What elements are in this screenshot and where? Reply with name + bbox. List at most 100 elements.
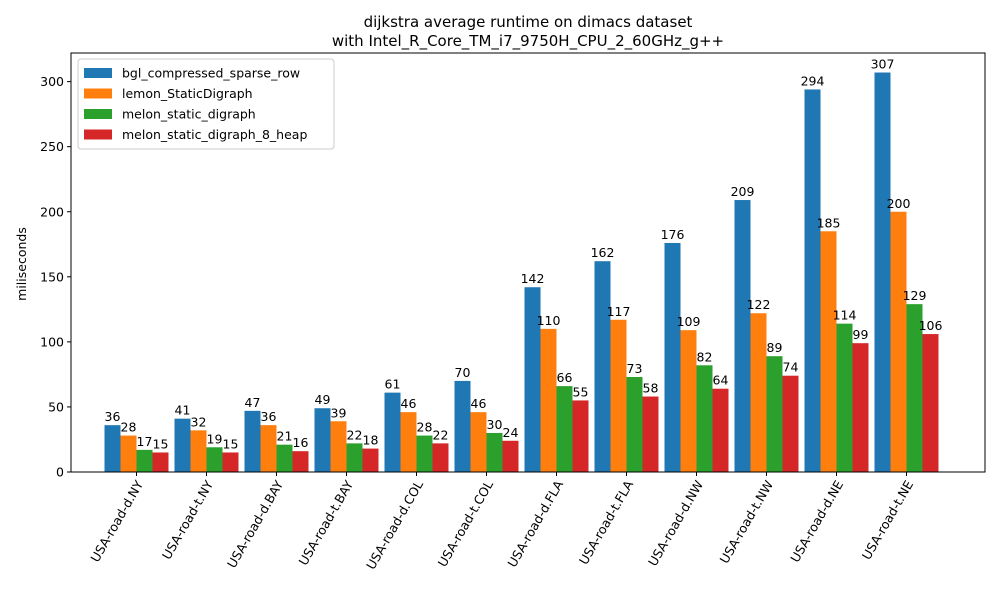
data-label: 15 xyxy=(153,436,169,451)
bars-layer xyxy=(104,72,939,473)
legend-label: lemon_StaticDigraph xyxy=(122,86,253,101)
data-label: 82 xyxy=(697,349,713,364)
bar xyxy=(362,448,379,472)
bar xyxy=(680,330,697,472)
data-label: 46 xyxy=(471,396,487,411)
x-tick-label: USA-road-t.NW xyxy=(716,478,776,566)
data-label: 70 xyxy=(455,365,471,380)
data-label: 46 xyxy=(401,396,417,411)
bar xyxy=(890,211,907,472)
bar xyxy=(734,200,751,472)
bar xyxy=(330,421,347,472)
bar xyxy=(276,444,293,472)
bar xyxy=(572,400,589,472)
data-label: 122 xyxy=(747,297,771,312)
plot-frame xyxy=(70,52,986,473)
bar xyxy=(712,388,729,472)
y-tick-label: 150 xyxy=(40,269,64,284)
legend-swatch xyxy=(84,88,112,99)
data-label: 162 xyxy=(591,245,615,260)
legend-label: bgl_compressed_sparse_row xyxy=(122,66,300,81)
legend: bgl_compressed_sparse_row lemon_StaticDig… xyxy=(77,58,335,150)
bar xyxy=(152,452,169,472)
y-tick-label: 0 xyxy=(56,465,64,480)
bar xyxy=(922,334,939,472)
chart-title-line-2: with Intel_R_Core_TM_i7_9750H_CPU_2_60GH… xyxy=(332,32,724,51)
bar xyxy=(610,319,627,472)
y-tick-label: 300 xyxy=(40,74,64,89)
legend-label: melon_static_digraph xyxy=(122,107,256,122)
data-label: 109 xyxy=(677,314,701,329)
y-tick-label: 100 xyxy=(40,334,64,349)
data-label: 21 xyxy=(277,429,293,444)
x-tick-label: USA-road-t.BAY xyxy=(295,477,356,567)
data-label: 17 xyxy=(137,434,153,449)
bar xyxy=(836,323,853,472)
x-tick-label: USA-road-d.NY xyxy=(87,477,146,564)
bar xyxy=(400,412,417,472)
data-label: 30 xyxy=(487,417,503,432)
data-label: 294 xyxy=(801,73,825,88)
bar xyxy=(104,425,121,472)
data-label: 114 xyxy=(833,308,857,323)
data-label: 49 xyxy=(315,392,331,407)
bar xyxy=(346,443,363,472)
bar xyxy=(260,425,277,472)
data-label: 307 xyxy=(871,57,895,72)
bar xyxy=(136,449,153,472)
data-label: 129 xyxy=(903,288,927,303)
bar xyxy=(540,328,557,472)
x-tick-label: USA-road-t.FLA xyxy=(576,477,637,567)
data-label: 22 xyxy=(347,427,363,442)
data-label: 200 xyxy=(887,196,911,211)
data-label: 99 xyxy=(853,327,869,342)
bar xyxy=(314,408,331,472)
bar xyxy=(206,447,223,472)
bar xyxy=(174,418,191,472)
data-label: 15 xyxy=(223,436,239,451)
bar xyxy=(486,432,503,472)
data-label: 185 xyxy=(817,215,841,230)
bar xyxy=(292,451,309,472)
bar xyxy=(244,410,261,472)
data-label: 74 xyxy=(783,360,799,375)
data-label: 176 xyxy=(661,227,685,242)
data-label: 18 xyxy=(363,433,379,448)
data-label: 22 xyxy=(433,427,449,442)
data-label: 36 xyxy=(261,409,277,424)
data-label: 32 xyxy=(191,414,207,429)
data-label: 117 xyxy=(607,304,631,319)
legend-swatch xyxy=(84,109,112,119)
x-tick-label: USA-road-d.BAY xyxy=(224,477,286,570)
bar xyxy=(642,396,659,472)
y-tick-label: 250 xyxy=(40,139,64,154)
bar xyxy=(222,452,239,472)
data-label: 64 xyxy=(713,373,729,388)
data-label: 55 xyxy=(573,384,589,399)
x-tick-label: USA-road-t.NE xyxy=(859,478,916,563)
bar xyxy=(750,313,767,472)
data-label: 39 xyxy=(331,405,347,420)
x-tick-label: USA-road-d.NW xyxy=(645,478,706,569)
bar xyxy=(766,356,783,472)
bar xyxy=(384,392,401,472)
data-label: 47 xyxy=(245,395,261,410)
bar xyxy=(664,242,681,472)
bar xyxy=(470,412,487,472)
bar xyxy=(524,287,541,472)
bar xyxy=(804,89,821,472)
data-label: 142 xyxy=(521,271,545,286)
data-label: 41 xyxy=(175,403,191,418)
legend-swatch xyxy=(84,68,112,78)
y-axis-label: miliseconds xyxy=(14,227,29,301)
data-label: 110 xyxy=(537,313,561,328)
y-tick-label: 50 xyxy=(48,399,64,414)
data-label: 106 xyxy=(919,318,943,333)
data-label: 28 xyxy=(417,420,433,435)
data-label: 73 xyxy=(627,361,643,376)
bar xyxy=(626,377,643,472)
bar xyxy=(556,386,573,472)
x-tick-label: USA-road-d.NE xyxy=(787,478,846,565)
